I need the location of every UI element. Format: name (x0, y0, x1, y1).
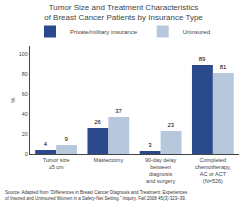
svg-text:90-day delaybetweendiagnosisan: 90-day delaybetweendiagnosisand surgery (145, 157, 177, 184)
svg-text:Tumor Size and Treatment Chara: Tumor Size and Treatment Characteristics… (44, 3, 203, 22)
svg-text:37: 37 (115, 108, 122, 114)
svg-text:Tumor size≥5 cm: Tumor size≥5 cm (43, 157, 70, 170)
svg-text:%: % (10, 97, 16, 103)
svg-text:100: 100 (19, 51, 28, 57)
svg-text:0: 0 (25, 151, 28, 157)
svg-text:3: 3 (148, 142, 152, 148)
svg-text:Source: Adapted from "Differen: Source: Adapted from "Differences in Bre… (5, 190, 188, 201)
svg-text:Private/military insurance: Private/military insurance (70, 29, 138, 35)
svg-text:89: 89 (199, 56, 206, 62)
svg-text:26: 26 (94, 119, 101, 125)
svg-text:60: 60 (22, 91, 28, 97)
svg-text:23: 23 (167, 122, 174, 128)
svg-text:20: 20 (22, 131, 28, 137)
svg-text:Completedchemotherapy,AC or AC: Completedchemotherapy,AC or ACT(N=526) (195, 157, 231, 184)
svg-text:Uninsured: Uninsured (183, 29, 210, 35)
svg-text:81: 81 (220, 64, 227, 70)
svg-text:40: 40 (22, 111, 28, 117)
svg-text:80: 80 (22, 71, 28, 77)
svg-text:4: 4 (44, 141, 48, 147)
svg-text:Mastectomy: Mastectomy (94, 157, 124, 163)
svg-text:9: 9 (65, 136, 69, 142)
